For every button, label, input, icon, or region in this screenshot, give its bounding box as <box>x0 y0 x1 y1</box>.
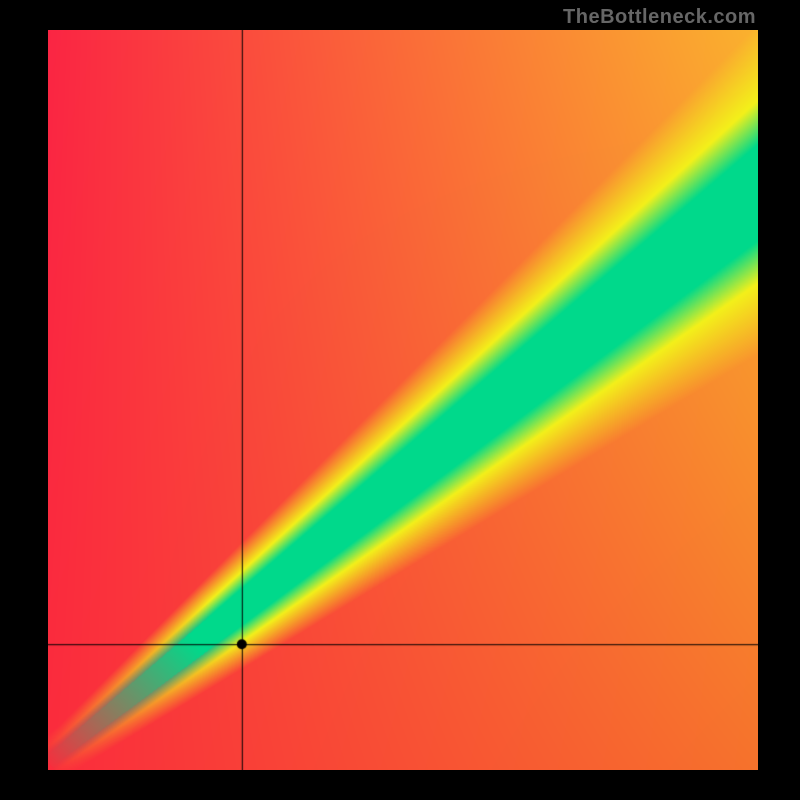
bottleneck-heatmap <box>48 30 758 770</box>
watermark-text: TheBottleneck.com <box>563 6 756 29</box>
